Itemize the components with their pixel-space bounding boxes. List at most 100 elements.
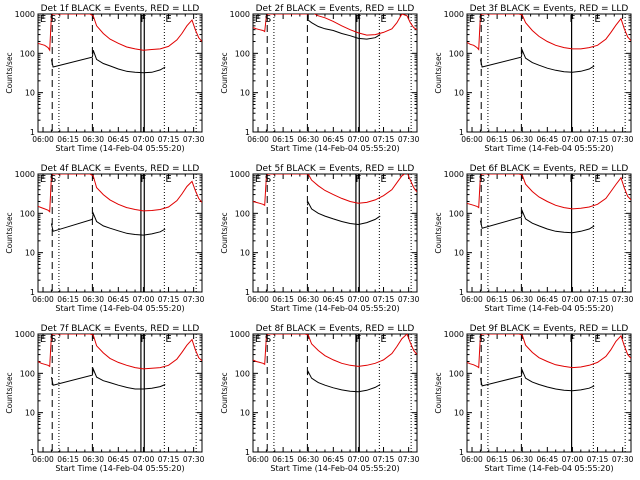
x-axis-label: Start Time (14-Feb-04 05:55:20) (270, 144, 399, 153)
y-axis-label: Counts/sec (220, 52, 229, 93)
panel-title: Det 5f BLACK = Events, RED = LLD (256, 164, 415, 174)
x-tick-label: 06:30 (297, 135, 319, 144)
x-tick-label: 07:15 (158, 455, 180, 464)
x-tick-label: 06:45 (108, 135, 130, 144)
x-tick-label: 06:30 (82, 455, 104, 464)
y-tick-label: 100 (449, 49, 464, 58)
x-tick-label: 06:15 (486, 135, 508, 144)
x-tick-label: 06:30 (297, 455, 319, 464)
series-lld-line (38, 174, 202, 213)
plot-frame (37, 333, 203, 453)
plot-frame (466, 173, 632, 293)
x-axis-label: Start Time (14-Feb-04 05:55:20) (484, 144, 613, 153)
y-axis-label: Counts/sec (434, 52, 443, 93)
event-marker-label: F (141, 174, 147, 185)
panel-inner (38, 174, 202, 292)
y-tick-label: 10 (454, 249, 464, 258)
x-tick-label: 07:00 (348, 295, 370, 304)
x-tick-label: 07:15 (158, 295, 180, 304)
panel-inner (467, 334, 631, 452)
x-tick-label: 07:15 (373, 295, 395, 304)
x-tick-label: 06:15 (57, 295, 79, 304)
y-axis-label: Counts/sec (434, 212, 443, 253)
x-tick-label: 06:30 (82, 135, 104, 144)
event-marker-label: F (356, 334, 362, 345)
x-tick-label: 06:45 (537, 135, 559, 144)
y-axis-label: Counts/sec (220, 372, 229, 413)
y-tick-label: 100 (449, 369, 464, 378)
event-marker-label: F (570, 334, 576, 345)
event-marker-label: E (469, 174, 475, 185)
x-tick-label: 06:15 (486, 295, 508, 304)
y-tick-label: 1 (459, 448, 464, 457)
y-axis-label: Counts/sec (5, 372, 14, 413)
y-tick-label: 1000 (15, 330, 35, 339)
x-tick-label: 06:00 (461, 455, 483, 464)
series-events-line (50, 211, 166, 236)
x-tick-label: 06:15 (57, 455, 79, 464)
plot-frame (252, 333, 418, 453)
x-tick-label: 06:30 (297, 295, 319, 304)
y-tick-label: 1000 (15, 10, 35, 19)
panel-inner (467, 14, 631, 132)
x-tick-label: 06:45 (323, 295, 345, 304)
x-tick-label: 06:30 (511, 455, 533, 464)
event-marker-label: E (40, 334, 46, 345)
event-marker-label: F (356, 14, 362, 25)
y-tick-label: 10 (25, 409, 35, 418)
x-axis-label: Start Time (14-Feb-04 05:55:20) (484, 464, 613, 473)
x-axis-label: Start Time (14-Feb-04 05:55:20) (484, 304, 613, 313)
x-tick-label: 06:00 (32, 135, 54, 144)
y-tick-label: 10 (454, 89, 464, 98)
panel-inner (38, 14, 202, 132)
event-marker-label: F (141, 14, 147, 25)
y-axis-label: Counts/sec (5, 212, 14, 253)
y-tick-label: 10 (25, 89, 35, 98)
y-tick-label: 100 (20, 49, 35, 58)
series-events-line (306, 15, 381, 40)
series-events-line (479, 368, 595, 392)
chart-panel: Det 4f BLACK = Events, RED = LLD 1 10 100 10… (5, 164, 205, 313)
series-lld-line (38, 334, 202, 370)
event-marker-label: E (380, 174, 386, 185)
series-lld-line (253, 174, 417, 207)
y-tick-label: 1 (459, 128, 464, 137)
x-tick-label: 07:30 (398, 135, 420, 144)
event-marker-label: E (469, 14, 475, 25)
x-tick-label: 07:15 (373, 455, 395, 464)
x-tick-label: 07:00 (133, 455, 155, 464)
event-marker-label: E (40, 14, 46, 25)
y-tick-label: 1000 (230, 10, 250, 19)
x-axis-label: Start Time (14-Feb-04 05:55:20) (270, 304, 399, 313)
panel-title: Det 3f BLACK = Events, RED = LLD (470, 4, 629, 14)
x-tick-label: 06:45 (537, 455, 559, 464)
x-tick-label: 07:00 (562, 135, 584, 144)
x-tick-label: 06:30 (511, 295, 533, 304)
x-tick-label: 07:30 (398, 295, 420, 304)
y-tick-label: 1000 (444, 330, 464, 339)
panel-title: Det 1f BLACK = Events, RED = LLD (41, 4, 200, 14)
event-marker-label: S (265, 14, 271, 25)
panel-inner (467, 174, 631, 292)
x-tick-label: 07:15 (373, 135, 395, 144)
chart-panel: Det 9f BLACK = Events, RED = LLD 1 10 100 10… (434, 324, 634, 473)
x-tick-label: 07:15 (587, 295, 609, 304)
series-events-line (306, 370, 381, 393)
x-axis-label: Start Time (14-Feb-04 05:55:20) (270, 464, 399, 473)
event-marker-label: E (594, 174, 600, 185)
y-tick-label: 1 (30, 288, 35, 297)
event-marker-label: E (594, 334, 600, 345)
x-tick-label: 06:15 (272, 135, 294, 144)
y-tick-label: 100 (235, 209, 250, 218)
y-tick-label: 1000 (230, 170, 250, 179)
y-tick-label: 100 (449, 209, 464, 218)
series-events-line (50, 366, 166, 390)
event-marker-label: S (50, 334, 56, 345)
x-tick-label: 06:00 (247, 135, 269, 144)
x-tick-label: 06:00 (461, 295, 483, 304)
x-tick-label: 06:45 (323, 455, 345, 464)
y-tick-label: 1000 (15, 170, 35, 179)
panel-title: Det 2f BLACK = Events, RED = LLD (256, 4, 415, 14)
event-marker-label: S (479, 174, 485, 185)
